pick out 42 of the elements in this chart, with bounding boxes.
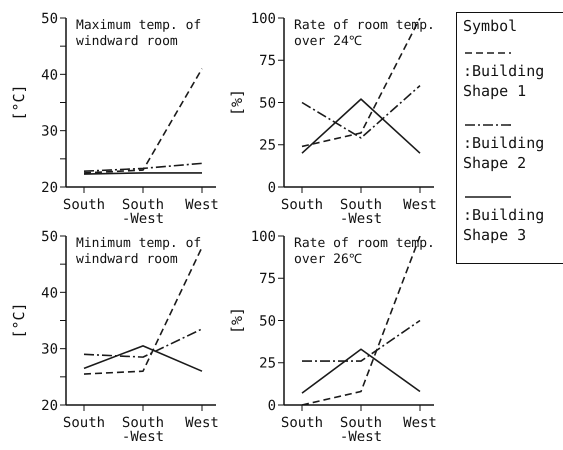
y-tick-label: 50 [41, 228, 58, 245]
x-tick-label: West [185, 415, 219, 431]
x-tick-label: South -West [340, 415, 382, 445]
y-tick-label: 20 [41, 398, 58, 414]
legend-label: :Building Shape 3 [463, 205, 546, 245]
y-tick-label: 50 [259, 95, 276, 112]
x-tick-label: South [280, 415, 324, 431]
y-tick-label: 25 [259, 138, 276, 154]
legend-label: :Building Shape 2 [463, 133, 546, 173]
x-tick-label: West [403, 197, 437, 213]
y-axis-title: [°C] [10, 302, 28, 339]
text: Rate of room temp. over 24℃ [294, 18, 436, 50]
y-tick-label: 0 [268, 398, 276, 414]
y-tick-label: 25 [259, 356, 276, 372]
x-tick-label: South [62, 415, 106, 431]
x-tick-label: South [280, 197, 324, 213]
y-tick-label: 75 [259, 53, 276, 70]
legend-title: Symbol [463, 17, 518, 35]
text: Maximum temp. of windward room [76, 18, 202, 50]
x-tick-label: South -West [122, 415, 164, 445]
x-tick-label: South [62, 197, 106, 213]
y-tick-label: 40 [41, 285, 58, 302]
y-tick-label: 50 [41, 10, 58, 27]
y-tick-label: 100 [250, 228, 276, 245]
x-tick-label: West [403, 415, 437, 431]
x-tick-label: West [185, 197, 219, 213]
text: Minimum temp. of windward room [76, 236, 202, 268]
y-axis-title: [°C] [10, 84, 28, 121]
y-tick-label: 30 [41, 342, 58, 358]
x-tick-label: South -West [340, 197, 382, 227]
y-tick-label: 0 [268, 180, 276, 196]
y-tick-label: 20 [41, 180, 58, 196]
y-axis-title: [%] [228, 88, 246, 116]
y-tick-label: 40 [41, 67, 58, 84]
y-tick-label: 100 [250, 10, 276, 27]
y-axis-title: [%] [228, 306, 246, 334]
text: Rate of room temp. over 26℃ [294, 236, 436, 268]
legend-label: :Building Shape 1 [463, 61, 546, 101]
y-tick-label: 50 [259, 313, 276, 330]
x-tick-label: South -West [122, 197, 164, 227]
y-tick-label: 30 [41, 124, 58, 140]
y-tick-label: 75 [259, 271, 276, 288]
